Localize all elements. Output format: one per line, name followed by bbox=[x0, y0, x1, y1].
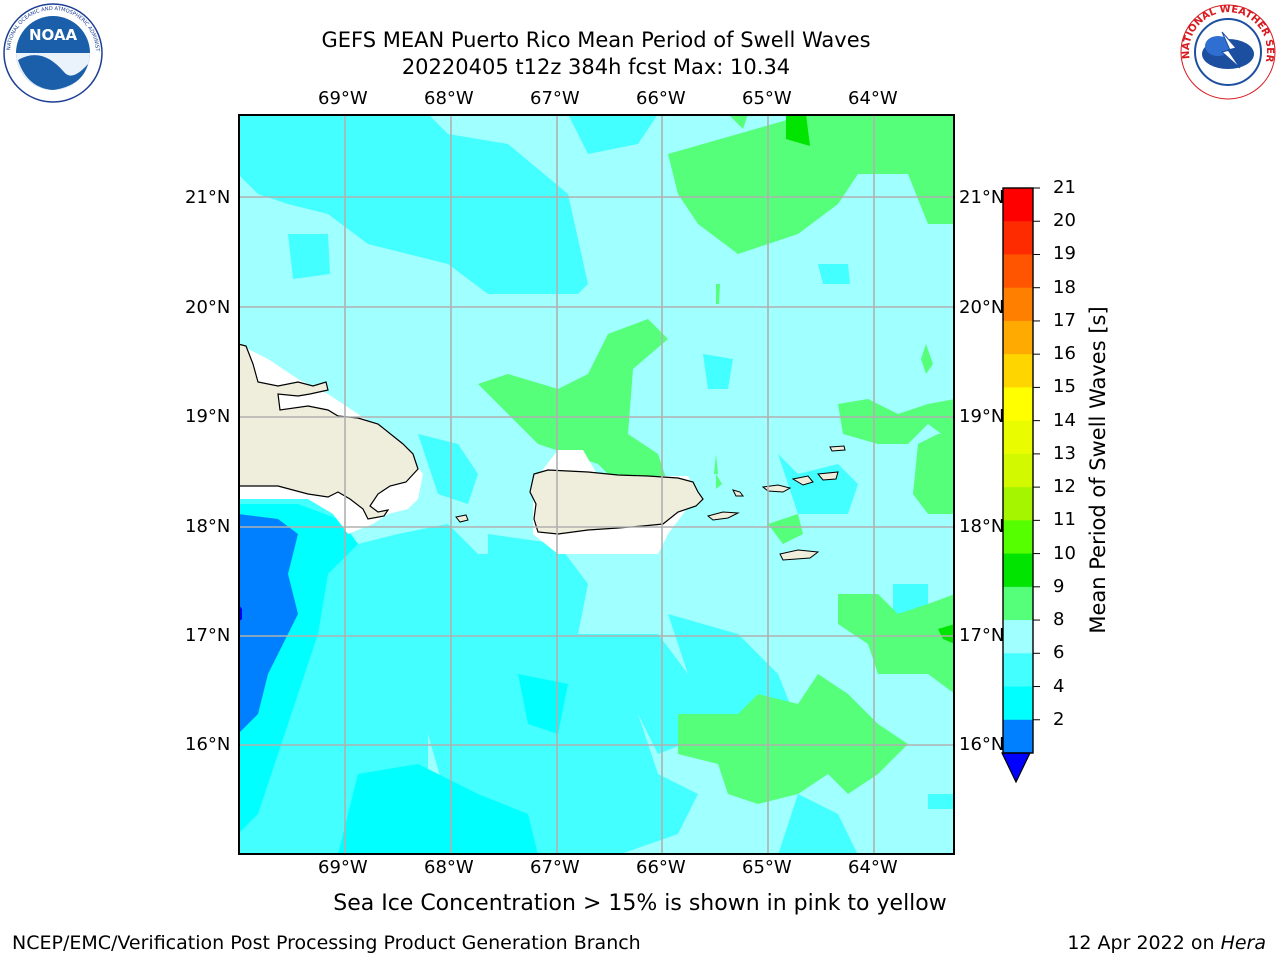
graticule bbox=[238, 114, 955, 855]
nws-logo: NATIONAL WEATHER SERVICE bbox=[1178, 2, 1276, 100]
colorbar-band bbox=[1003, 387, 1033, 422]
lon-label-bottom: 69°W bbox=[318, 857, 368, 878]
field-10-11s bbox=[786, 114, 955, 644]
colorbar-tick-label: 8 bbox=[1053, 609, 1065, 631]
lat-label-left: 17°N bbox=[185, 625, 231, 646]
lat-label-left: 19°N bbox=[185, 406, 231, 427]
field-2-4s bbox=[238, 514, 298, 734]
footer-date-text: 12 Apr 2022 on bbox=[1067, 932, 1221, 954]
colorbar-band bbox=[1003, 686, 1033, 721]
map-title: GEFS MEAN Puerto Rico Mean Period of Swe… bbox=[321, 28, 871, 52]
colorbar bbox=[1001, 187, 1040, 784]
colorbar-band bbox=[1003, 287, 1033, 322]
footer-machine: Hera bbox=[1220, 932, 1266, 954]
colorbar-tick-label: 16 bbox=[1053, 343, 1076, 365]
field-9-10s bbox=[478, 114, 955, 804]
lat-label-left: 20°N bbox=[185, 297, 231, 318]
colorbar-band bbox=[1003, 320, 1033, 355]
colorbar-band bbox=[1003, 487, 1033, 521]
colorbar-frame bbox=[1002, 187, 1034, 754]
footer-credit: NCEP/EMC/Verification Post Processing Pr… bbox=[12, 932, 641, 954]
colorbar-tick-label: 6 bbox=[1053, 642, 1065, 664]
map-subtitle: 20220405 t12z 384h fcst Max: 10.34 bbox=[401, 55, 791, 79]
lat-label-left: 16°N bbox=[185, 734, 231, 755]
lat-label-left: 21°N bbox=[185, 187, 231, 208]
colorbar-band bbox=[1003, 254, 1033, 289]
colorbar-band bbox=[1003, 221, 1033, 255]
lat-label-right: 20°N bbox=[959, 297, 1005, 318]
colorbar-band bbox=[1003, 586, 1033, 621]
lat-label-right: 16°N bbox=[959, 734, 1005, 755]
lat-label-right: 21°N bbox=[959, 187, 1005, 208]
lon-label-bottom: 68°W bbox=[424, 857, 474, 878]
lat-label-right: 19°N bbox=[959, 406, 1005, 427]
colorbar-label: Mean Period of Swell Waves [s] bbox=[1086, 306, 1110, 634]
colorbar-tick-label: 19 bbox=[1053, 243, 1076, 265]
lon-label-top: 68°W bbox=[424, 88, 474, 109]
map-panel bbox=[238, 114, 955, 855]
lon-label-top: 64°W bbox=[848, 88, 898, 109]
colorbar-tick-label: 21 bbox=[1053, 177, 1076, 198]
colorbar-tick-label: 4 bbox=[1053, 675, 1065, 697]
lon-label-bottom: 66°W bbox=[636, 857, 686, 878]
footer-date: 12 Apr 2022 on Hera bbox=[1067, 932, 1266, 954]
colorbar-band bbox=[1003, 453, 1033, 488]
colorbar-tick-label: 17 bbox=[1053, 309, 1076, 331]
sea-ice-note: Sea Ice Concentration > 15% is shown in … bbox=[333, 891, 947, 916]
colorbar-band bbox=[1003, 354, 1033, 388]
land-puerto-rico bbox=[529, 469, 704, 535]
colorbar-tick-label: 11 bbox=[1053, 509, 1076, 531]
colorbar-tick-label: 13 bbox=[1053, 442, 1076, 464]
colorbar-band bbox=[1003, 553, 1033, 588]
colorbar-tick-label: 9 bbox=[1053, 575, 1065, 597]
colorbar-tick-label: 15 bbox=[1053, 376, 1076, 398]
colorbar-band bbox=[1003, 719, 1033, 754]
colorbar-band bbox=[1003, 420, 1033, 455]
colorbar-tick-label: 20 bbox=[1053, 210, 1076, 232]
lat-label-right: 17°N bbox=[959, 625, 1005, 646]
colorbar-tick-label: 14 bbox=[1053, 409, 1076, 431]
colorbar-under-arrow bbox=[1001, 752, 1031, 784]
colorbar-tick-label: 10 bbox=[1053, 542, 1076, 564]
land-small-islands bbox=[455, 445, 846, 561]
lon-label-bottom: 65°W bbox=[742, 857, 792, 878]
colorbar-band bbox=[1003, 520, 1033, 555]
lon-label-bottom: 67°W bbox=[530, 857, 580, 878]
lon-label-top: 69°W bbox=[318, 88, 368, 109]
lon-label-top: 65°W bbox=[742, 88, 792, 109]
lat-label-right: 18°N bbox=[959, 516, 1005, 537]
colorbar-tick-label: 2 bbox=[1053, 708, 1065, 730]
lon-label-bottom: 64°W bbox=[848, 857, 898, 878]
colorbar-band bbox=[1003, 653, 1033, 688]
lon-label-top: 66°W bbox=[636, 88, 686, 109]
colorbar-band bbox=[1003, 188, 1033, 222]
map-frame bbox=[238, 114, 955, 855]
noaa-logo-text: NOAA bbox=[29, 26, 78, 44]
colorbar-band bbox=[1003, 620, 1033, 654]
lat-label-left: 18°N bbox=[185, 516, 231, 537]
noaa-logo: NOAA NATIONAL OCEANIC AND ATMOSPHERIC AD… bbox=[2, 2, 103, 103]
land-hispaniola bbox=[238, 343, 419, 520]
lon-label-top: 67°W bbox=[530, 88, 580, 109]
colorbar-tick-label: 12 bbox=[1053, 476, 1076, 498]
colorbar-tick-label: 18 bbox=[1053, 276, 1076, 298]
